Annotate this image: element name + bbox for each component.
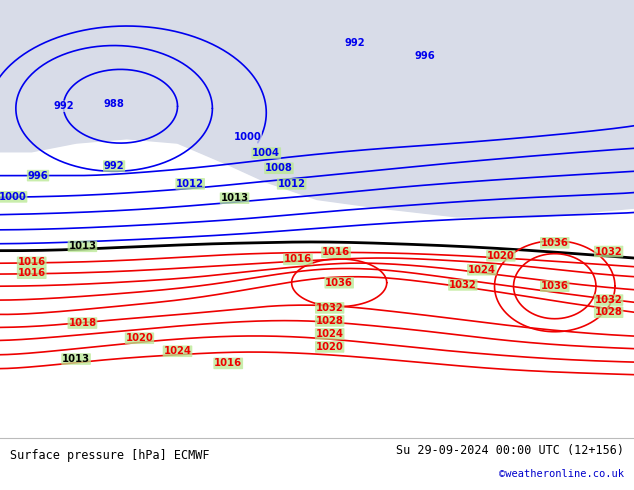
Text: 1016: 1016	[214, 358, 242, 368]
Text: ©weatheronline.co.uk: ©weatheronline.co.uk	[500, 469, 624, 479]
Text: 1032: 1032	[595, 295, 623, 305]
Text: 996: 996	[415, 51, 435, 61]
Text: Su 29-09-2024 00:00 UTC (12+156): Su 29-09-2024 00:00 UTC (12+156)	[396, 444, 624, 457]
Text: 1013: 1013	[221, 193, 249, 203]
Text: 1016: 1016	[18, 257, 46, 268]
Text: 1008: 1008	[265, 163, 293, 173]
Text: 1020: 1020	[487, 251, 515, 261]
Text: 1016: 1016	[284, 254, 312, 264]
Text: 1016: 1016	[322, 247, 350, 257]
Text: 992: 992	[53, 101, 74, 111]
Text: 1024: 1024	[164, 346, 191, 356]
Text: 992: 992	[345, 38, 365, 49]
Text: 1028: 1028	[595, 307, 623, 317]
Text: 1004: 1004	[252, 148, 280, 158]
Text: 1020: 1020	[316, 342, 344, 352]
Text: 1032: 1032	[449, 280, 477, 290]
Text: 988: 988	[104, 99, 124, 109]
Text: 1024: 1024	[468, 265, 496, 275]
Text: 1016: 1016	[18, 268, 46, 278]
Text: 1012: 1012	[176, 179, 204, 189]
Text: 1032: 1032	[316, 303, 344, 313]
Text: 1013: 1013	[68, 241, 96, 251]
Text: 1036: 1036	[325, 278, 353, 288]
Text: 1018: 1018	[68, 318, 96, 328]
Text: 1013: 1013	[62, 354, 90, 364]
Text: 1000: 1000	[0, 192, 27, 202]
Text: 1012: 1012	[278, 179, 306, 189]
Text: 1024: 1024	[316, 329, 344, 339]
Polygon shape	[0, 0, 634, 217]
Text: 1036: 1036	[541, 238, 569, 248]
Text: 1028: 1028	[316, 316, 344, 326]
Text: 996: 996	[28, 171, 48, 181]
Text: 1020: 1020	[126, 333, 153, 343]
Text: 1000: 1000	[233, 132, 261, 143]
Text: 1036: 1036	[541, 281, 569, 291]
Text: 992: 992	[104, 161, 124, 171]
Text: 1032: 1032	[595, 246, 623, 257]
Text: Surface pressure [hPa] ECMWF: Surface pressure [hPa] ECMWF	[10, 448, 209, 462]
